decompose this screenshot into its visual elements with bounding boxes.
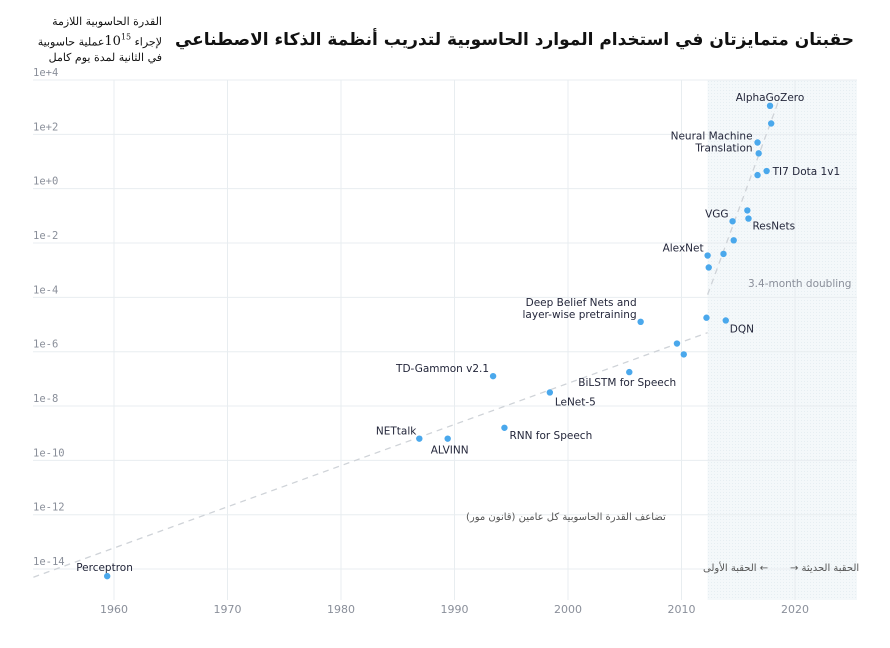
y-tick-label: 1e-2 <box>33 230 58 242</box>
data-point <box>744 207 751 214</box>
x-tick-label: 1960 <box>100 603 128 616</box>
data-point <box>416 435 423 442</box>
data-point <box>754 139 761 146</box>
data-point <box>722 317 729 324</box>
point-label: BiLSTM for Speech <box>578 377 676 389</box>
point-label: DQN <box>730 323 754 335</box>
y-tick-label: 1e-12 <box>33 502 65 514</box>
point-label: ALVINN <box>431 445 469 457</box>
data-point <box>673 340 681 347</box>
first-era-label: ← الحقبة الأولى <box>703 561 768 574</box>
x-tick-label: 1970 <box>214 603 242 616</box>
data-point <box>103 572 111 580</box>
data-point <box>745 215 752 222</box>
point-label: LeNet-5 <box>555 396 596 408</box>
y-tick-label: 1e-6 <box>33 339 58 351</box>
y-axis-label: القدرة الحاسوبية اللازمة لإجراء 1015عملي… <box>12 14 162 66</box>
data-point <box>730 237 737 244</box>
modern-era-label: الحقبة الحديثة → <box>790 563 859 574</box>
point-label: AlexNet <box>663 243 704 255</box>
data-point <box>546 389 554 396</box>
y-axis-label-line-2: لإجراء 1015عملية حاسوبية <box>37 33 162 50</box>
x-tick-label: 1980 <box>327 603 355 616</box>
point-label: TI7 Dota 1v1 <box>772 166 841 178</box>
trend-line-moore <box>33 332 708 578</box>
data-point <box>755 150 762 157</box>
data-point <box>703 314 710 321</box>
modern-era-shade <box>707 80 857 600</box>
point-label: TD-Gammon v2.1 <box>395 363 489 375</box>
y-tick-label: 1e-14 <box>33 556 65 568</box>
moore-law-label: تضاعف القدرة الحاسوبية كل عامين (قانون م… <box>466 512 666 523</box>
y-axis-label-line-3: في الثانية لمدة يوم كامل <box>48 51 162 65</box>
data-point <box>501 424 508 431</box>
trend-line-modern <box>706 96 781 295</box>
data-point <box>704 252 711 259</box>
y-tick-label: 1e-8 <box>33 393 58 405</box>
point-label: VGG <box>705 208 728 220</box>
y-tick-label: 1e-4 <box>33 284 58 296</box>
data-point <box>766 102 774 110</box>
y-tick-label: 1e+2 <box>33 121 58 133</box>
point-label: Perceptron <box>76 562 133 574</box>
data-point <box>637 318 644 326</box>
x-tick-label: 1990 <box>441 603 469 616</box>
data-point <box>729 218 736 225</box>
y-tick-label: 1e+4 <box>33 67 58 79</box>
data-point <box>763 167 770 175</box>
point-label: Deep Belief Nets and <box>526 297 637 309</box>
data-point <box>754 171 761 179</box>
point-label: Neural Machine <box>671 130 753 142</box>
point-label: NETtalk <box>376 426 417 438</box>
point-label: ResNets <box>752 221 795 233</box>
modern-doubling-label: 3.4-month doubling <box>748 278 851 290</box>
data-point <box>444 435 451 442</box>
point-label: Translation <box>694 142 752 154</box>
x-tick-label: 2020 <box>781 603 809 616</box>
data-point <box>720 250 727 258</box>
y-axis-label-line-1: القدرة الحاسوبية اللازمة <box>52 15 162 28</box>
point-label: RNN for Speech <box>509 430 592 442</box>
chart-title: حقبتان متمايزتان في استخدام الموارد الحا… <box>174 30 854 50</box>
x-tick-label: 2010 <box>668 603 696 616</box>
data-point <box>680 351 687 358</box>
y-tick-label: 1e-10 <box>33 447 65 459</box>
point-label: AlphaGoZero <box>736 92 805 104</box>
data-point <box>767 120 775 127</box>
x-tick-label: 2000 <box>554 603 582 616</box>
y-tick-label: 1e+0 <box>33 176 58 188</box>
point-label: layer-wise pretraining <box>523 309 637 321</box>
data-point <box>489 372 497 380</box>
data-point <box>626 368 633 376</box>
data-point <box>705 264 712 271</box>
